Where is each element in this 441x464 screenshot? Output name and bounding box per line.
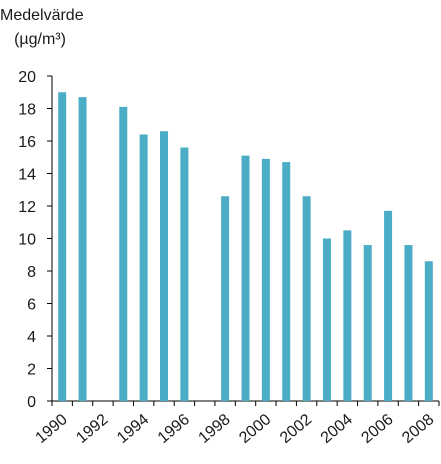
bar-2007 xyxy=(404,245,413,401)
bar-1990 xyxy=(58,92,67,401)
y-axis-label-line2: (µg/m³) xyxy=(14,31,66,48)
y-tick-label: 8 xyxy=(27,264,36,281)
bar-1996 xyxy=(180,147,189,401)
x-tick-label: 1994 xyxy=(114,411,152,447)
y-tick-label: 2 xyxy=(27,362,36,379)
x-tick-label: 1996 xyxy=(155,411,193,447)
y-tick-label: 16 xyxy=(18,134,36,151)
bar-1995 xyxy=(160,131,169,401)
y-tick-label: 12 xyxy=(18,199,36,216)
x-tick-label: 2002 xyxy=(277,411,315,447)
x-tick-label: 2008 xyxy=(399,411,437,447)
y-axis-label-line1: Medelvärde xyxy=(0,7,84,24)
bar-1999 xyxy=(241,155,250,401)
bar-1994 xyxy=(139,134,148,401)
x-tick-label: 1990 xyxy=(33,411,71,447)
bar-1993 xyxy=(119,106,128,401)
bar-2006 xyxy=(384,210,393,401)
y-axis-label: Medelvärde (µg/m³) xyxy=(0,4,84,52)
bar-2004 xyxy=(343,230,352,401)
bar-2005 xyxy=(363,245,372,401)
x-tick-label: 2004 xyxy=(318,411,356,447)
y-tick-label: 0 xyxy=(27,394,36,411)
y-tick-label: 6 xyxy=(27,297,36,314)
bar-2002 xyxy=(302,196,311,401)
x-tick-label: 1992 xyxy=(73,411,111,447)
bar-1991 xyxy=(78,97,87,401)
bar-1998 xyxy=(221,196,230,401)
y-tick-label: 18 xyxy=(18,102,36,119)
bar-2003 xyxy=(322,238,331,401)
x-tick-label: 1998 xyxy=(196,411,234,447)
bar-2001 xyxy=(282,162,291,401)
y-tick-label: 20 xyxy=(18,69,36,86)
bar-2008 xyxy=(424,261,433,401)
bar-2000 xyxy=(261,158,270,401)
x-tick-label: 2006 xyxy=(358,411,396,447)
x-tick-label: 2000 xyxy=(236,411,274,447)
y-tick-label: 10 xyxy=(18,232,36,249)
y-tick-label: 14 xyxy=(18,167,36,184)
y-tick-label: 4 xyxy=(27,329,36,346)
